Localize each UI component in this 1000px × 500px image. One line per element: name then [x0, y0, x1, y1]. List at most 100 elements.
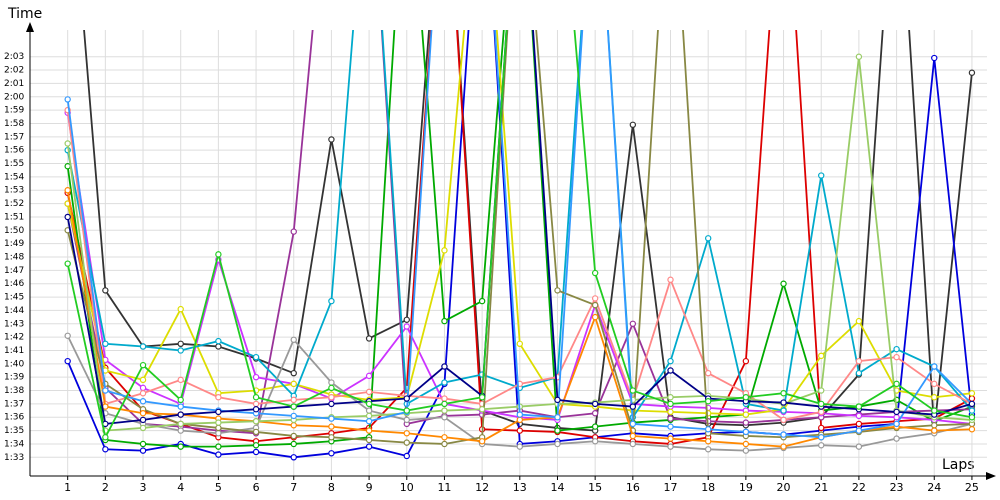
- x-tick-label: 7: [290, 481, 297, 494]
- y-tick-label: 2:00: [4, 92, 24, 102]
- point: [139, 384, 147, 392]
- point: [403, 416, 410, 424]
- point: [365, 407, 373, 414]
- point: [365, 427, 373, 434]
- point: [177, 340, 184, 348]
- y-tick-label: 1:35: [4, 426, 24, 436]
- point: [403, 316, 410, 323]
- point: [667, 443, 674, 450]
- point: [818, 400, 825, 408]
- point: [64, 260, 71, 267]
- point: [968, 414, 976, 421]
- point: [931, 422, 938, 429]
- point: [893, 380, 900, 388]
- point: [591, 423, 599, 430]
- x-tick-label: 6: [253, 481, 260, 494]
- y-axis-arrow: [26, 22, 34, 32]
- point: [554, 440, 561, 448]
- point: [667, 394, 674, 401]
- x-tick-label: 24: [927, 481, 941, 494]
- point: [328, 423, 335, 430]
- point: [855, 412, 863, 420]
- point: [742, 428, 750, 436]
- point: [441, 407, 448, 414]
- point: [102, 403, 109, 410]
- point: [290, 380, 297, 388]
- y-tick-label: 1:38: [4, 386, 24, 396]
- x-tick-label: 22: [852, 481, 866, 494]
- point: [177, 347, 184, 354]
- point: [365, 372, 373, 380]
- point: [591, 313, 599, 321]
- point: [64, 140, 71, 147]
- point: [102, 287, 109, 294]
- point: [441, 434, 448, 441]
- point: [478, 394, 486, 401]
- x-tick-label: 20: [777, 481, 791, 494]
- point: [365, 388, 373, 396]
- point: [704, 398, 712, 405]
- point: [704, 446, 712, 453]
- point: [177, 305, 184, 313]
- point: [591, 438, 599, 445]
- x-tick-label: 18: [701, 481, 715, 494]
- point: [177, 427, 184, 434]
- point: [931, 407, 938, 414]
- point: [365, 412, 373, 420]
- point: [780, 399, 787, 406]
- point: [177, 396, 184, 404]
- x-tick-label: 14: [550, 481, 564, 494]
- point: [328, 415, 335, 422]
- point: [554, 427, 561, 434]
- point: [139, 376, 147, 384]
- y-tick-label: 1:57: [4, 132, 24, 142]
- point: [365, 443, 373, 450]
- point: [780, 407, 787, 414]
- point: [441, 400, 448, 408]
- y-tick-label: 1:50: [4, 226, 24, 236]
- point: [290, 228, 297, 235]
- point: [893, 408, 900, 416]
- point: [855, 53, 863, 60]
- point: [64, 187, 71, 194]
- point: [516, 443, 524, 450]
- point: [139, 410, 147, 417]
- point: [290, 403, 297, 410]
- point: [855, 317, 863, 325]
- point: [139, 424, 147, 432]
- point: [818, 434, 825, 441]
- point: [403, 395, 410, 402]
- point: [667, 357, 674, 365]
- x-axis-arrow: [986, 472, 996, 480]
- point: [893, 353, 900, 361]
- point: [328, 450, 335, 457]
- point: [441, 247, 448, 254]
- point: [629, 440, 637, 448]
- point: [215, 394, 222, 401]
- y-axis-label: Time: [7, 6, 42, 22]
- point: [968, 400, 976, 408]
- point: [629, 121, 637, 129]
- point: [441, 395, 448, 402]
- point: [780, 390, 787, 397]
- point: [252, 353, 260, 361]
- point: [968, 395, 976, 402]
- point: [931, 363, 938, 370]
- x-tick-label: 4: [177, 481, 184, 494]
- point: [554, 396, 561, 404]
- x-tick-label: 5: [215, 481, 222, 494]
- point: [365, 418, 373, 425]
- y-tick-label: 1:41: [4, 346, 24, 356]
- point: [591, 295, 599, 302]
- x-tick-label: 15: [588, 481, 602, 494]
- point: [252, 394, 260, 401]
- point: [818, 172, 825, 179]
- x-tick-label: 12: [475, 481, 489, 494]
- point: [780, 280, 787, 287]
- point: [667, 408, 674, 416]
- point: [403, 407, 410, 414]
- point: [139, 361, 147, 369]
- y-tick-label: 1:51: [4, 212, 24, 222]
- y-tick-label: 1:39: [4, 373, 24, 383]
- point: [177, 403, 184, 410]
